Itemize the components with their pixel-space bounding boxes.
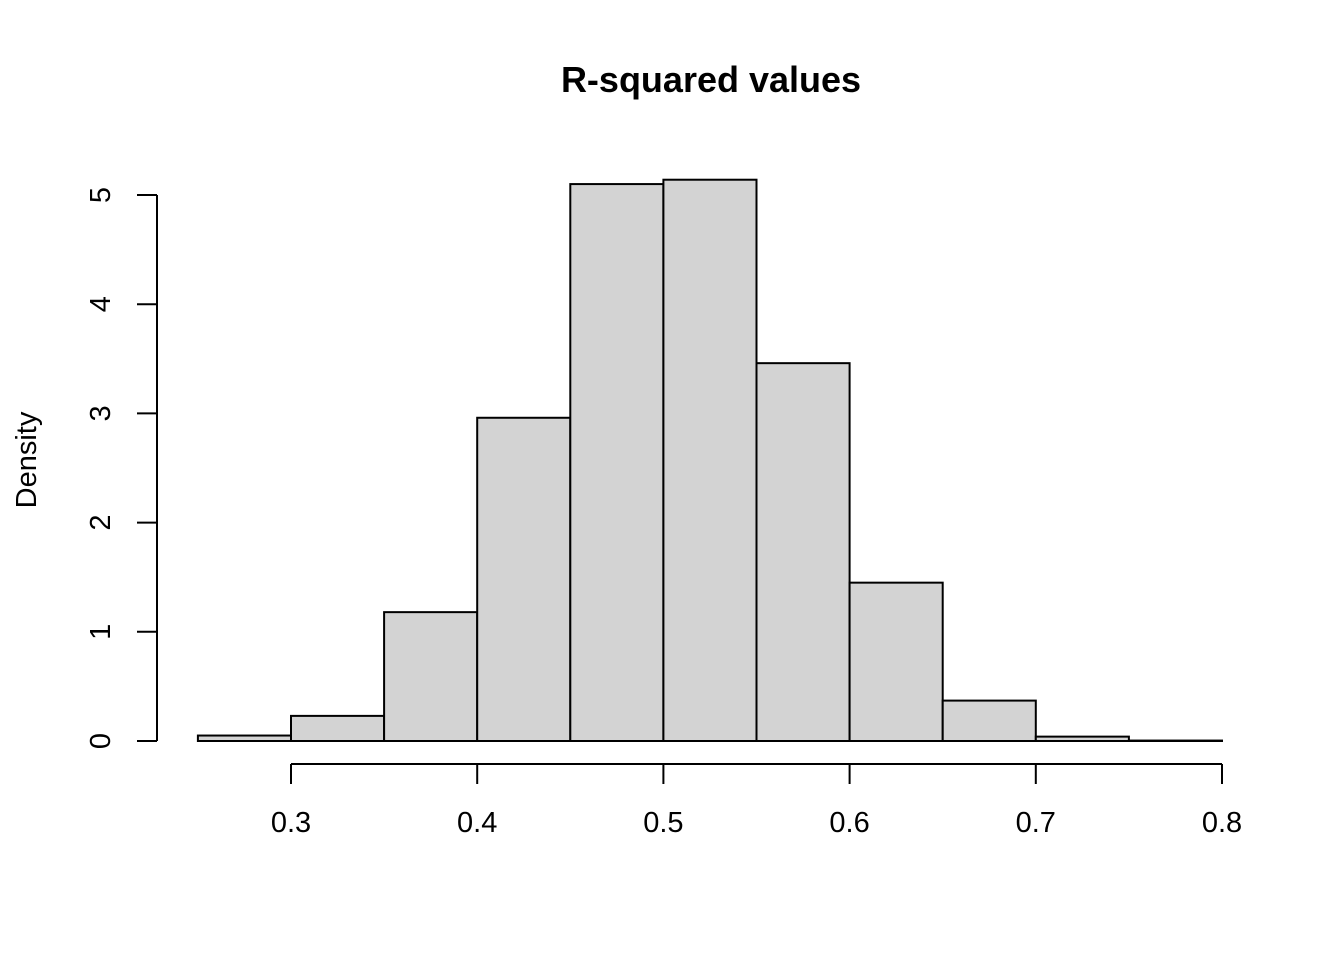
x-tick-label-1: 0.4 [457, 807, 497, 839]
histogram-bar-2 [383, 611, 479, 742]
histogram-bar-8 [941, 699, 1037, 743]
x-tick-label-2: 0.5 [643, 807, 683, 839]
histogram-bar-5 [662, 178, 758, 743]
x-tick-label-0: 0.3 [271, 807, 311, 839]
histogram-bar-6 [755, 362, 851, 742]
histogram-bar-3 [476, 416, 572, 742]
y-tick-label-3: 3 [85, 405, 117, 421]
histogram-bars [196, 178, 1224, 743]
chart-title: R-squared values [561, 59, 861, 100]
histogram-bar-1 [290, 714, 386, 742]
x-tick-label-3: 0.6 [829, 807, 869, 839]
y-axis: 0 1 2 3 4 5 [85, 187, 158, 749]
y-tick-label-0: 0 [85, 733, 117, 749]
histogram-bar-0 [196, 734, 292, 742]
y-tick-label-5: 5 [85, 187, 117, 203]
y-axis-label: Density [11, 411, 43, 508]
histogram-bar-9 [1034, 735, 1130, 743]
y-tick-label-4: 4 [85, 296, 117, 312]
x-tick-label-5: 0.8 [1202, 807, 1242, 839]
x-tick-label-4: 0.7 [1016, 807, 1056, 839]
y-tick-label-2: 2 [85, 515, 117, 531]
y-tick-label-1: 1 [85, 624, 117, 640]
x-axis: 0.3 0.4 0.5 0.6 0.7 0.8 [271, 763, 1242, 839]
histogram-bar-7 [848, 581, 944, 742]
histogram-bar-4 [569, 183, 665, 742]
